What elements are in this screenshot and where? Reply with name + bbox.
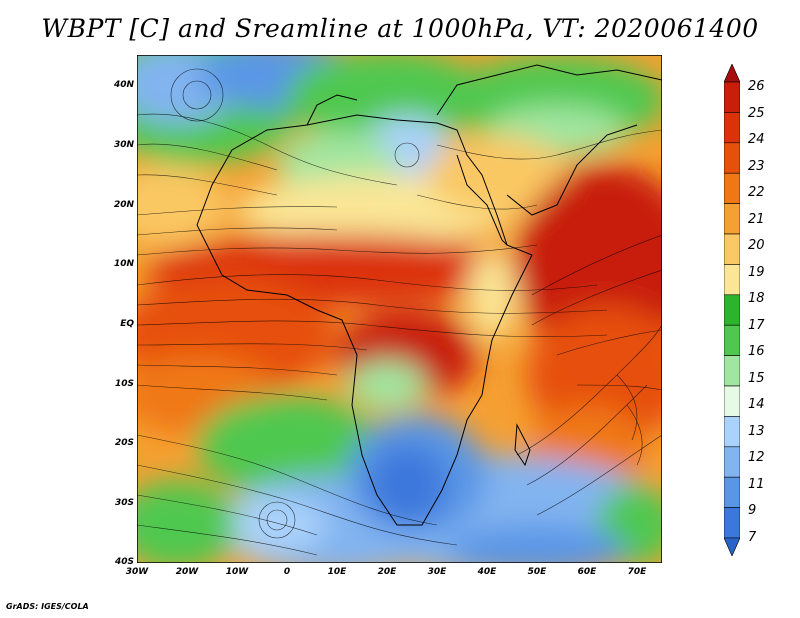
colorbar-label-22: 22 — [748, 185, 765, 200]
lat-label-eq: EQ — [120, 319, 134, 329]
colorbar-label-24: 24 — [748, 132, 765, 147]
lon-label-0: 0 — [283, 567, 291, 577]
lat-label-30s: 30S — [114, 498, 134, 508]
colorbar-segment — [724, 385, 740, 417]
colorbar-label-12: 12 — [748, 450, 765, 465]
lat-label-20n: 20N — [113, 200, 134, 210]
lat-label-20s: 20S — [114, 438, 134, 448]
lat-label-40s: 40S — [114, 557, 134, 567]
colorbar-segment — [724, 172, 740, 204]
lon-label-30e: 30E — [427, 567, 447, 577]
colorbar-segment — [724, 416, 740, 448]
coastlines — [196, 64, 662, 526]
colorbar-label-21: 21 — [748, 212, 765, 227]
colorbar-segment — [724, 112, 740, 144]
map-title: WBPT [C] and Sreamline at 1000hPa, VT: 2… — [41, 14, 759, 43]
colorbar-label-26: 26 — [748, 79, 765, 94]
temperature-field — [137, 55, 662, 563]
colorbar-label-19: 19 — [748, 265, 765, 280]
lon-label-10e: 10E — [327, 567, 347, 577]
colorbar-segment — [724, 446, 740, 478]
lat-label-30n: 30N — [113, 140, 134, 150]
lon-label-20e: 20E — [377, 567, 397, 577]
lon-label-50e: 50E — [527, 567, 547, 577]
colorbar-segment — [724, 294, 740, 326]
colorbar-label-9: 9 — [748, 503, 757, 518]
lon-label-20w: 20W — [175, 567, 199, 577]
streamlines — [137, 68, 662, 556]
colorbar-segment — [724, 324, 740, 356]
colorbar-segment — [724, 537, 740, 556]
lon-label-70e: 70E — [627, 567, 647, 577]
colorbar-segment — [724, 142, 740, 174]
colorbar-segment — [724, 233, 740, 265]
colorbar-segment — [724, 64, 740, 83]
lat-label-40n: 40N — [113, 80, 134, 90]
colorbar-label-14: 14 — [748, 397, 765, 412]
colorbar-label-17: 17 — [748, 318, 765, 333]
colorbar-label-7: 7 — [748, 530, 757, 545]
colorbar-segment — [724, 476, 740, 508]
colorbar — [724, 64, 740, 556]
colorbar-segment — [724, 81, 740, 113]
colorbar-segment — [724, 507, 740, 539]
lon-label-60e: 60E — [577, 567, 597, 577]
colorbar-segment — [724, 355, 740, 387]
colorbar-label-25: 25 — [748, 106, 765, 121]
lon-label-40e: 40E — [477, 567, 497, 577]
lon-label-30w: 30W — [125, 567, 149, 577]
wbpt-streamline-map — [137, 55, 662, 563]
map-panel — [137, 55, 662, 563]
colorbar-label-11: 11 — [748, 477, 765, 492]
colorbar-label-18: 18 — [748, 291, 765, 306]
colorbar-label-13: 13 — [748, 424, 765, 439]
colorbar-segment — [724, 264, 740, 296]
colorbar-label-16: 16 — [748, 344, 765, 359]
lat-label-10s: 10S — [114, 379, 134, 389]
colorbar-label-23: 23 — [748, 159, 765, 174]
colorbar-label-15: 15 — [748, 371, 765, 386]
lon-label-10w: 10W — [225, 567, 249, 577]
grads-credit: GrADS: IGES/COLA — [6, 602, 89, 611]
colorbar-label-20: 20 — [748, 238, 765, 253]
lat-label-10n: 10N — [113, 259, 134, 269]
colorbar-segment — [724, 203, 740, 235]
